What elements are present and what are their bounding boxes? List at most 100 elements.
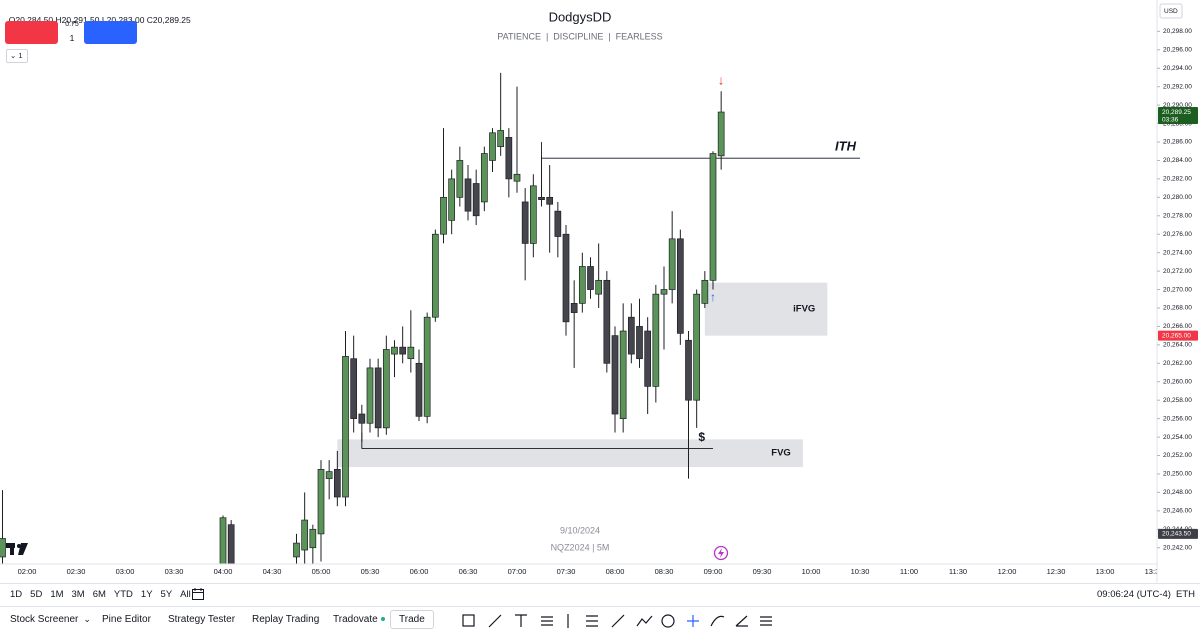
y-tick-label: 20,294.00: [1163, 65, 1192, 72]
candle-body: [358, 413, 366, 424]
zone-label: iFVG: [793, 304, 815, 315]
zone-label: FVG: [771, 448, 791, 459]
range-button[interactable]: 5Y: [160, 589, 173, 600]
y-tick-label: 20,258.00: [1163, 397, 1192, 404]
y-tick-label: 20,276.00: [1163, 231, 1192, 238]
y-tick-label: 20,250.00: [1163, 471, 1192, 478]
price-tag: [1158, 107, 1198, 125]
candle-body: [293, 542, 300, 558]
tab[interactable]: Pine Editor: [102, 614, 151, 625]
drawing-toolbar[interactable]: [455, 612, 815, 630]
candle-body: [489, 132, 496, 161]
x-tick-label: 04:30: [263, 567, 282, 576]
candle-body: [227, 524, 235, 564]
x-tick-label: 04:00: [214, 567, 233, 576]
y-tick-label: 20,270.00: [1163, 286, 1192, 293]
tv-logo: [6, 543, 28, 555]
candle-body: [497, 130, 505, 147]
buy-label: BUY: [103, 56, 118, 63]
range-button[interactable]: 5D: [30, 589, 43, 600]
price-axis-panel: [1157, 0, 1200, 583]
y-tick-label: 20,242.00: [1163, 544, 1192, 551]
x-tick-label: 09:00: [704, 567, 723, 576]
range-button[interactable]: YTD: [113, 589, 133, 600]
x-tick-label: 12:00: [998, 567, 1017, 576]
candle-body: [619, 330, 627, 419]
x-tick-label: 02:00: [18, 567, 37, 576]
candle-body: [562, 233, 570, 323]
buy-price: 20,289.75: [91, 43, 130, 53]
price-tag: [1158, 330, 1198, 341]
candle-body: [301, 519, 309, 551]
candle-body: [701, 279, 709, 304]
candle-body: [652, 293, 660, 387]
candle-body: [709, 153, 717, 281]
goto-date-icon[interactable]: [191, 587, 205, 601]
range-button[interactable]: 6M: [92, 589, 106, 600]
price-tag-label: 20,265.00: [1162, 332, 1191, 339]
candle-body: [603, 279, 611, 364]
candle-body: [521, 201, 529, 244]
legend-toggle[interactable]: ⌄ 1: [6, 49, 28, 63]
time-axis: 02:00 02:30 03:00 03:30 04:00 04:30 05:00 05:30…: [18, 567, 1164, 576]
range-button[interactable]: 1Y: [140, 589, 153, 600]
currency-box[interactable]: [1159, 3, 1183, 19]
tab[interactable]: Replay Trading: [252, 614, 320, 625]
candle-body: [668, 238, 676, 290]
x-tick-label: 10:00: [802, 567, 821, 576]
y-tick-label: 20,268.00: [1163, 305, 1192, 312]
candle-body: [342, 356, 349, 498]
x-tick-label: 08:30: [655, 567, 674, 576]
ohlc-high: H20,291.50: [55, 15, 100, 25]
x-tick-label: 07:00: [508, 567, 527, 576]
x-tick-label: 11:00: [900, 567, 918, 576]
candle-body: [415, 362, 423, 417]
tab[interactable]: Strategy Tester: [168, 614, 236, 625]
fvg-zone: [337, 439, 803, 468]
currency: USD: [1164, 8, 1178, 15]
x-tick-label: 13:30: [1145, 567, 1164, 576]
y-tick-label: 20,292.00: [1163, 83, 1192, 90]
range-button[interactable]: All: [180, 589, 191, 600]
tab[interactable]: Trade: [390, 610, 434, 629]
tab[interactable]: Stock Screener ⌄: [10, 614, 91, 625]
y-tick-label: 20,248.00: [1163, 489, 1192, 496]
x-tick-label: 12:30: [1047, 567, 1066, 576]
sell-price: 20,289.00: [12, 43, 51, 53]
watermark-date: 9/10/2024: [560, 525, 600, 535]
y-tick-label: 20,290.00: [1163, 102, 1192, 109]
candle-body: [431, 233, 439, 318]
range-button[interactable]: 1M: [50, 589, 64, 600]
candle-body: [644, 330, 652, 387]
candle-body: [366, 367, 374, 424]
candle-body: [309, 528, 317, 549]
candle-body: [538, 196, 545, 200]
tab[interactable]: Tradovate: [333, 614, 385, 625]
candle-body: [546, 196, 554, 205]
candle-body: [399, 346, 407, 355]
ohlc-legend: O20,284.50 H20,291.50 L20,283.00 C20,289…: [4, 5, 191, 25]
price-tag: [1158, 528, 1198, 539]
tab-chevron[interactable]: ⌄: [78, 614, 91, 624]
legend-count: 1: [18, 51, 23, 60]
watermark-symbol: NQZ2024 | 5M: [551, 542, 610, 552]
ohlc-close: C20,289.25: [146, 15, 191, 25]
range-button[interactable]: 1D: [10, 589, 23, 600]
ohlc-low: L20,283.00: [101, 15, 145, 25]
quantity[interactable]: 1: [69, 33, 75, 43]
candle-body: [570, 303, 578, 313]
x-tick-label: 13:00: [1096, 567, 1115, 576]
candle-body: [660, 289, 668, 295]
candle-body: [554, 210, 562, 237]
candle-body: [423, 316, 431, 417]
candle-body: [350, 358, 358, 419]
session[interactable]: ETH: [1176, 589, 1195, 600]
range-button[interactable]: 3M: [71, 589, 85, 600]
y-tick-label: 20,282.00: [1163, 176, 1192, 183]
x-tick-label: 08:00: [606, 567, 625, 576]
buy-button[interactable]: 20,289.75 BUY: [84, 21, 137, 63]
chart-title: DodgysDD: [549, 9, 612, 24]
sell-button[interactable]: 20,289.00 SELL: [5, 21, 58, 63]
y-tick-label: 20,286.00: [1163, 139, 1192, 146]
y-tick-label: 20,252.00: [1163, 452, 1192, 459]
